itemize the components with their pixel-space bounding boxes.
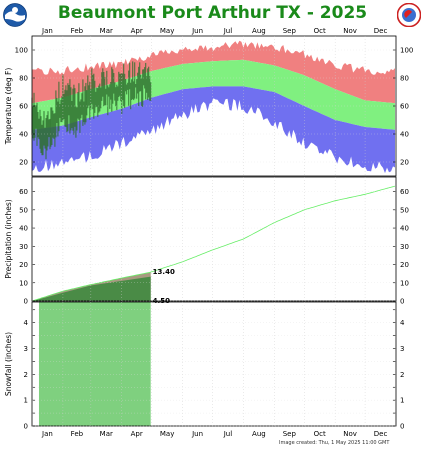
y-tick-label-right: 2 bbox=[400, 371, 404, 379]
y-tick-label-right: 100 bbox=[400, 47, 413, 55]
normal-range-band bbox=[32, 59, 395, 130]
y-tick-label-right: 40 bbox=[400, 225, 409, 233]
month-label-top: Nov bbox=[343, 27, 357, 35]
y-axis-label: Temperature (deg F) bbox=[4, 68, 13, 146]
y-tick-label-left: 40 bbox=[19, 225, 28, 233]
nws-logo bbox=[397, 3, 421, 27]
y-tick-label-right: 4 bbox=[400, 319, 405, 327]
month-label-top: Mar bbox=[100, 27, 113, 35]
precip-normal-line bbox=[31, 185, 396, 302]
month-label-bottom: Mar bbox=[100, 430, 113, 438]
y-tick-label-left: 1 bbox=[24, 397, 28, 405]
y-tick-label-right: 40 bbox=[400, 131, 409, 139]
y-tick-label-right: 1 bbox=[400, 397, 404, 405]
y-axis-label: Precipitation (inches) bbox=[4, 199, 13, 278]
record-high-band bbox=[32, 40, 395, 104]
month-label-bottom: Dec bbox=[374, 430, 388, 438]
y-tick-label-left: 40 bbox=[19, 131, 28, 139]
precip-observed-area bbox=[32, 276, 151, 301]
month-label-bottom: Jan bbox=[41, 430, 53, 438]
month-label-top: May bbox=[160, 27, 174, 35]
month-label-top: Apr bbox=[131, 27, 143, 35]
y-tick-label-right: 10 bbox=[400, 279, 409, 287]
y-tick-label-left: 0 bbox=[24, 423, 28, 431]
y-tick-label-right: 30 bbox=[400, 243, 409, 251]
month-label-bottom: May bbox=[160, 430, 174, 438]
y-tick-label-right: 20 bbox=[400, 159, 409, 167]
y-tick-label-right: 20 bbox=[400, 261, 409, 269]
y-tick-label-right: 60 bbox=[400, 188, 409, 196]
y-tick-label-right: 50 bbox=[400, 206, 409, 214]
month-label-top: Jan bbox=[41, 27, 53, 35]
y-tick-label-left: 20 bbox=[19, 261, 28, 269]
y-tick-label-left: 80 bbox=[19, 75, 28, 83]
month-label-bottom: Apr bbox=[131, 430, 143, 438]
y-tick-label-left: 30 bbox=[19, 243, 28, 251]
y-axis-label: Snowfall (inches) bbox=[4, 332, 13, 396]
month-label-top: Feb bbox=[71, 27, 84, 35]
y-tick-label-right: 3 bbox=[400, 345, 404, 353]
y-tick-label-right: 0 bbox=[400, 423, 404, 431]
temperature-panel bbox=[31, 40, 395, 174]
month-label-top: Oct bbox=[314, 27, 326, 35]
y-tick-label-right: 60 bbox=[400, 103, 409, 111]
month-label-bottom: Sep bbox=[283, 430, 297, 438]
snowfall-panel bbox=[38, 302, 151, 426]
y-tick-label-left: 10 bbox=[19, 279, 28, 287]
month-label-top: Jul bbox=[223, 27, 233, 35]
y-tick-label-left: 2 bbox=[24, 371, 28, 379]
chart-title: Beaumont Port Arthur TX - 2025 bbox=[57, 3, 368, 23]
month-label-bottom: Oct bbox=[314, 430, 326, 438]
month-label-top: Aug bbox=[252, 27, 266, 35]
y-tick-label-left: 100 bbox=[15, 47, 28, 55]
month-label-bottom: Aug bbox=[252, 430, 266, 438]
month-label-top: Jun bbox=[191, 27, 203, 35]
month-label-bottom: Nov bbox=[343, 430, 357, 438]
y-tick-label-left: 0 bbox=[24, 298, 28, 306]
month-label-bottom: Feb bbox=[71, 430, 84, 438]
y-tick-label-left: 3 bbox=[24, 345, 28, 353]
month-label-top: Sep bbox=[283, 27, 297, 35]
month-label-bottom: Jun bbox=[191, 430, 203, 438]
precipitation-panel: 13.404.50 bbox=[31, 185, 396, 305]
precip-normal-value-label: 13.40 bbox=[153, 268, 175, 276]
panel-frame bbox=[31, 301, 397, 427]
y-tick-label-left: 4 bbox=[24, 319, 29, 327]
panel-frame bbox=[31, 176, 397, 302]
y-tick-label-left: 60 bbox=[19, 188, 28, 196]
y-tick-label-left: 60 bbox=[19, 103, 28, 111]
noaa-logo bbox=[3, 3, 27, 27]
month-label-bottom: Jul bbox=[223, 430, 233, 438]
y-tick-label-left: 50 bbox=[19, 206, 28, 214]
image-created-note: Image created: Thu, 1 May 2025 11:00 GMT bbox=[279, 440, 390, 446]
y-tick-label-right: 80 bbox=[400, 75, 409, 83]
month-label-top: Dec bbox=[374, 27, 388, 35]
snow-normal-area bbox=[38, 302, 151, 426]
y-tick-label-right: 0 bbox=[400, 298, 404, 306]
y-tick-label-left: 20 bbox=[19, 159, 28, 167]
